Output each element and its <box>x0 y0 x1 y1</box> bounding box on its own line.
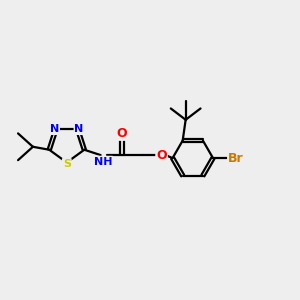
Text: S: S <box>63 159 71 169</box>
Text: NH: NH <box>94 157 112 166</box>
Text: O: O <box>117 127 128 140</box>
Text: O: O <box>156 148 167 162</box>
Text: N: N <box>74 124 84 134</box>
Text: Br: Br <box>228 152 244 165</box>
Text: N: N <box>50 124 59 134</box>
